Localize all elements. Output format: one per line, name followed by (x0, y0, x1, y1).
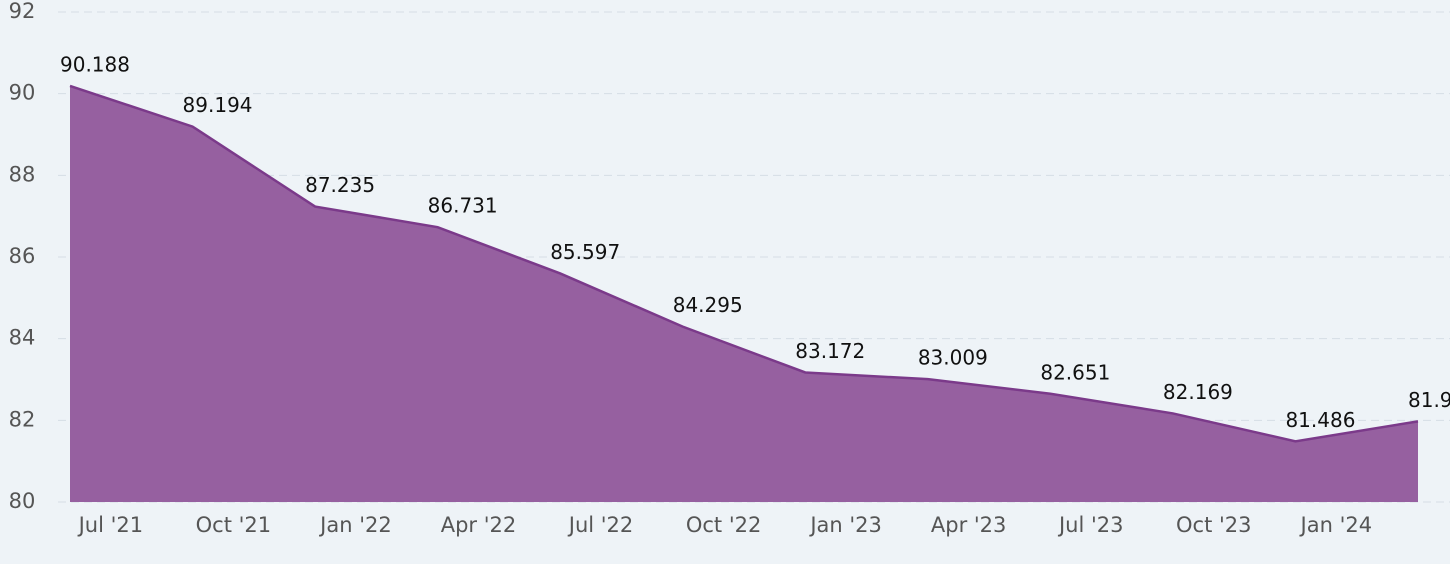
data-label: 86.731 (428, 194, 498, 218)
data-label: 84.295 (673, 293, 743, 317)
y-tick-label: 84 (9, 326, 36, 350)
data-label: 90.188 (60, 52, 130, 76)
data-label: 85.597 (550, 240, 620, 264)
y-tick-label: 92 (9, 0, 36, 23)
data-label: 87.235 (305, 173, 375, 197)
y-tick-label: 82 (9, 407, 36, 431)
x-tick-label: Apr '22 (441, 513, 517, 537)
x-tick-label: Oct '23 (1176, 513, 1251, 537)
area (70, 85, 1418, 503)
y-tick-label: 88 (9, 162, 36, 186)
x-tick-label: Oct '22 (686, 513, 761, 537)
data-label: 81.975 (1408, 388, 1450, 412)
x-tick-label: Jan '24 (1299, 513, 1373, 537)
line (69, 84, 1419, 443)
x-tick-label: Jul '23 (1057, 513, 1124, 537)
data-label: 82.651 (1040, 360, 1110, 384)
y-tick-label: 86 (9, 244, 36, 268)
data-label: 82.169 (1163, 380, 1233, 404)
x-tick-label: Jul '22 (567, 513, 634, 537)
x-tick-label: Apr '23 (931, 513, 1007, 537)
x-tick-label: Jan '22 (318, 513, 392, 537)
data-label: 89.194 (183, 93, 253, 117)
data-label: 81.486 (1285, 408, 1355, 432)
y-tick-label: 90 (9, 81, 36, 105)
x-tick-label: Oct '21 (196, 513, 271, 537)
x-tick-label: Jan '23 (808, 513, 882, 537)
x-tick-label: Jul '21 (77, 513, 144, 537)
data-label: 83.172 (795, 339, 865, 363)
data-label: 83.009 (918, 346, 988, 370)
y-tick-label: 80 (9, 489, 36, 513)
